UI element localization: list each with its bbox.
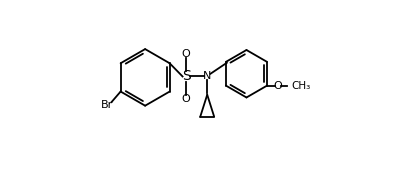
Text: Br: Br <box>101 100 113 110</box>
Text: O: O <box>182 94 191 104</box>
Text: N: N <box>203 71 211 82</box>
Text: O: O <box>273 81 282 91</box>
Text: CH₃: CH₃ <box>292 81 311 91</box>
Text: O: O <box>182 49 191 59</box>
Text: S: S <box>182 70 191 84</box>
